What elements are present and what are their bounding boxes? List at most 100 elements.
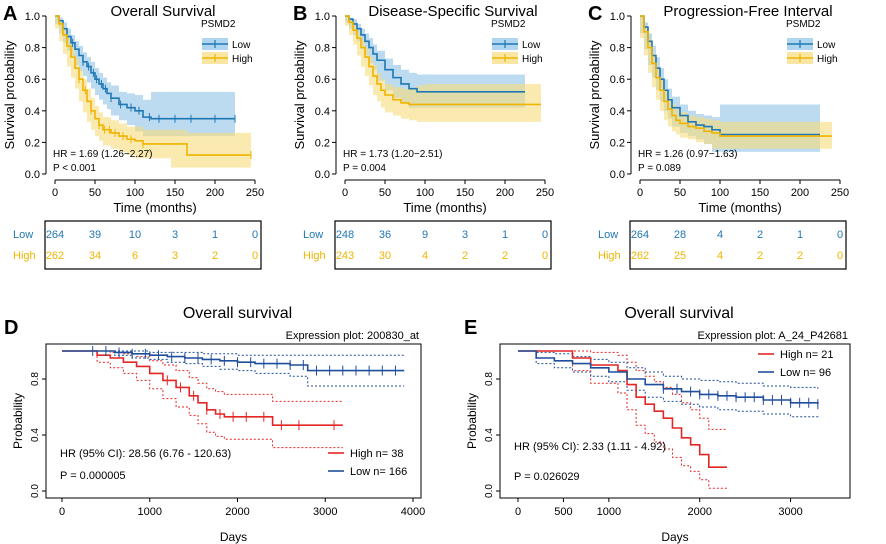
- risk-table-cell: 39: [89, 229, 101, 241]
- risk-table-cell: 25: [674, 250, 686, 262]
- survival-curve-low: [640, 15, 820, 136]
- legend-label: Low: [522, 40, 541, 51]
- chart-title: Overall survival: [624, 305, 733, 322]
- x-tick-label: 4000: [401, 506, 425, 518]
- risk-table-cell: 243: [336, 250, 354, 262]
- y-axis-label: Survival probability: [292, 40, 307, 150]
- x-tick-label: 3000: [313, 506, 337, 518]
- risk-table-cell: 36: [379, 229, 391, 241]
- y-axis-label: Probability: [11, 393, 25, 449]
- risk-table-cell: 0: [252, 229, 258, 241]
- risk-table-cell: 3: [172, 250, 178, 262]
- risk-table-cell: 28: [674, 229, 686, 241]
- legend-label: High n= 38: [350, 448, 404, 460]
- y-tick-label: 0.4: [30, 428, 41, 442]
- y-tick-label: 0.0: [30, 484, 41, 498]
- chart-title: Overall Survival: [110, 3, 215, 20]
- x-tick-label: 50: [89, 187, 101, 199]
- x-tick-label: 200: [206, 187, 224, 199]
- chart-title: Overall survival: [183, 305, 292, 322]
- ci-lower-low: [518, 350, 819, 419]
- survival-curve-high: [345, 15, 541, 106]
- y-axis-label: Survival probability: [2, 40, 17, 150]
- risk-table-cell: 9: [422, 229, 428, 241]
- risk-table-cell: 1: [502, 229, 508, 241]
- panel-e: E Overall survival Expression plot: A_24_P…: [464, 305, 851, 544]
- risk-table-frame: [44, 220, 262, 270]
- x-tick-label: 100: [711, 187, 729, 199]
- annotation-text: P = 0.004: [343, 163, 386, 174]
- risk-table-cell: 4: [717, 229, 723, 241]
- annotation-text: HR = 1.26 (0.97−1.63): [638, 149, 738, 160]
- legend-title: PSMD2: [786, 19, 821, 30]
- y-tick-label: 0.0: [315, 169, 330, 181]
- y-tick-label: 0.4: [610, 106, 625, 118]
- panel-letter: E: [464, 317, 477, 339]
- panel-letter: C: [588, 3, 602, 25]
- risk-table-cell: 2: [212, 250, 218, 262]
- ci-upper-high: [518, 350, 727, 430]
- panel-c: C Progression-Free Interval 0.0 0.2 0.4 0.6 0.…: [587, 3, 849, 270]
- y-tick-label: 0.0: [484, 484, 495, 498]
- panel-d: D Overall survival Expression plot: 200830…: [4, 305, 425, 544]
- risk-table-cell: 10: [129, 229, 141, 241]
- risk-table-frame: [334, 220, 552, 270]
- plot-frame: [499, 343, 851, 499]
- risk-table-row-label: High: [303, 250, 326, 262]
- x-tick-label: 2000: [225, 506, 249, 518]
- x-tick-label: 1000: [138, 506, 162, 518]
- risk-table-cell: 1: [797, 229, 803, 241]
- x-axis-label: Days: [220, 530, 247, 544]
- y-tick-label: 0.8: [25, 43, 40, 55]
- x-axis-label: Time (months): [403, 200, 486, 215]
- risk-table-cell: 2: [797, 250, 803, 262]
- annotation-text: P = 0.026029: [514, 471, 580, 483]
- y-tick-label: 0.4: [315, 106, 330, 118]
- x-tick-label: 250: [246, 187, 264, 199]
- x-tick-label: 0: [52, 187, 58, 199]
- y-tick-label: 0.6: [25, 74, 40, 86]
- risk-table-cell: 2: [502, 250, 508, 262]
- y-tick-label: 0.6: [610, 74, 625, 86]
- panel-letter: A: [3, 3, 17, 25]
- risk-table-frame: [629, 220, 847, 270]
- risk-table-cell: 262: [46, 250, 64, 262]
- x-tick-label: 150: [456, 187, 474, 199]
- panel-letter: D: [4, 317, 18, 339]
- y-tick-label: 0.4: [484, 428, 495, 442]
- y-tick-label: 0.0: [25, 169, 40, 181]
- risk-table-cell: 30: [379, 250, 391, 262]
- risk-table-cell: 34: [89, 250, 101, 262]
- risk-table-cell: 1: [212, 229, 218, 241]
- legend-label: High: [232, 54, 253, 65]
- y-axis-label: Probability: [465, 393, 479, 449]
- x-tick-label: 1000: [597, 506, 621, 518]
- survival-curve-high: [62, 350, 343, 426]
- annotation-text: HR = 1.73 (1.20−2.51): [343, 149, 443, 160]
- ci-band-high: [640, 16, 832, 149]
- ci-band-low: [55, 16, 235, 137]
- risk-table-cell: 264: [631, 229, 649, 241]
- risk-table-cell: 3: [462, 229, 468, 241]
- risk-table-cell: 264: [46, 229, 64, 241]
- y-tick-label: 0.2: [25, 137, 40, 149]
- y-tick-label: 0.0: [610, 169, 625, 181]
- risk-table-cell: 0: [837, 250, 843, 262]
- legend-title: PSMD2: [491, 19, 526, 30]
- x-tick-label: 250: [831, 187, 849, 199]
- x-tick-label: 250: [536, 187, 554, 199]
- x-tick-label: 0: [59, 506, 65, 518]
- x-tick-label: 0: [342, 187, 348, 199]
- annotation-text: P < 0.001: [53, 163, 96, 174]
- x-tick-label: 200: [791, 187, 809, 199]
- legend-label: Low n= 96: [780, 367, 831, 379]
- ci-lower-high: [62, 350, 343, 449]
- risk-table-cell: 2: [757, 250, 763, 262]
- annotation-text: HR (95% CI): 2.33 (1.11 - 4.92): [514, 441, 666, 453]
- risk-table-cell: 248: [336, 229, 354, 241]
- risk-table-cell: 3: [172, 229, 178, 241]
- y-tick-label: 1.0: [25, 11, 40, 23]
- x-axis-label: Time (months): [113, 200, 196, 215]
